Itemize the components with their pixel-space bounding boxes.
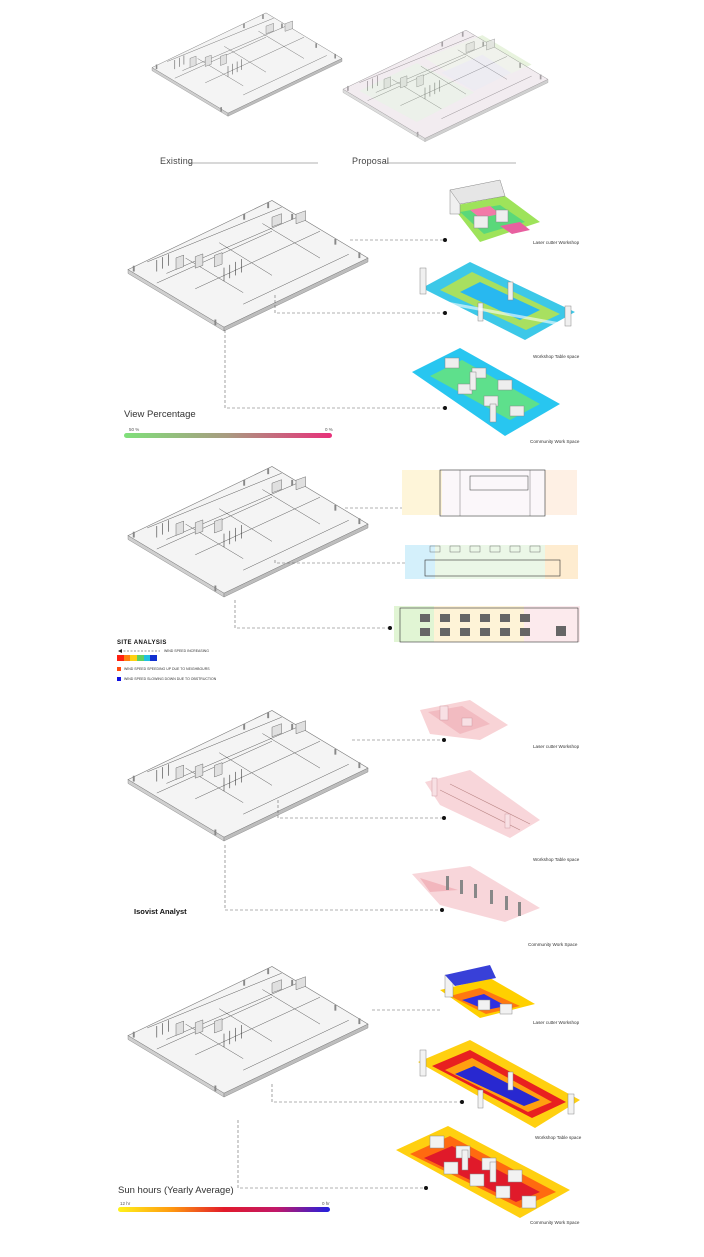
- wind-increasing-note: WIND SPEED INCREASING: [164, 649, 209, 653]
- sun-legend-min: 0 hr: [322, 1201, 330, 1206]
- view-panel-label-community: Community Work Space: [530, 439, 580, 444]
- view-percentage-gradient-bar: [124, 433, 332, 438]
- view-panel-label-laser: Laser cutter Workshop: [533, 240, 580, 245]
- site-analysis-title: SITE ANALYSIS: [117, 640, 167, 646]
- sun-hours-title: Sun hours (Yearly Average): [118, 1185, 234, 1196]
- wind-blue-swatch: [117, 677, 121, 681]
- sun-legend-max: 12 hr: [120, 1201, 131, 1206]
- view-percentage-title: View Percentage: [124, 409, 196, 420]
- sun-panel-label-table: Workshop Table space: [535, 1135, 582, 1140]
- isovist-panel-label-community: Community Work Space: [528, 942, 578, 947]
- wind-scale-bar: [117, 655, 158, 661]
- existing-label: Existing: [160, 156, 194, 166]
- wind-red-swatch: [117, 667, 121, 671]
- isovist-panel-label-table: Workshop Table space: [533, 857, 580, 862]
- wind-red-note: WIND SPEED SPEEDING UP DUE TO NEIGHBOURS: [124, 667, 210, 671]
- view-panel-label-table: Workshop Table space: [533, 354, 580, 359]
- isovist-title: Isovist Analyst: [134, 907, 187, 916]
- sun-panel-label-community: Community Work Space: [530, 1220, 580, 1225]
- view-legend-min: 0 %: [325, 427, 333, 432]
- wind-blue-note: WIND SPEED SLOWING DOWN DUE TO OBSTRUCTI…: [124, 677, 217, 681]
- isovist-panel-label-laser: Laser cutter Workshop: [533, 744, 580, 749]
- view-legend-max: 50 %: [129, 427, 140, 432]
- proposal-label: Proposal: [352, 156, 390, 166]
- sun-hours-gradient-bar: [118, 1207, 330, 1212]
- sun-panel-label-laser: Laser cutter Workshop: [533, 1020, 580, 1025]
